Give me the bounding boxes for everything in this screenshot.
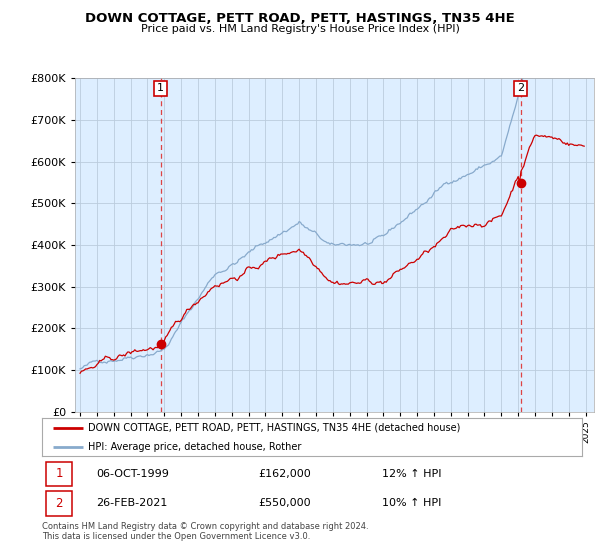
Text: £550,000: £550,000 <box>258 498 311 508</box>
Text: 1: 1 <box>157 83 164 94</box>
Text: 2: 2 <box>56 497 63 510</box>
Text: DOWN COTTAGE, PETT ROAD, PETT, HASTINGS, TN35 4HE (detached house): DOWN COTTAGE, PETT ROAD, PETT, HASTINGS,… <box>88 423 460 433</box>
Text: 12% ↑ HPI: 12% ↑ HPI <box>382 469 442 479</box>
Text: 06-OCT-1999: 06-OCT-1999 <box>96 469 169 479</box>
Text: 26-FEB-2021: 26-FEB-2021 <box>96 498 167 508</box>
Text: Price paid vs. HM Land Registry's House Price Index (HPI): Price paid vs. HM Land Registry's House … <box>140 24 460 34</box>
Text: 1: 1 <box>56 468 63 480</box>
Text: 10% ↑ HPI: 10% ↑ HPI <box>382 498 442 508</box>
Text: 2: 2 <box>517 83 524 94</box>
Bar <box>46 491 72 516</box>
Text: Contains HM Land Registry data © Crown copyright and database right 2024.
This d: Contains HM Land Registry data © Crown c… <box>42 522 368 542</box>
Text: HPI: Average price, detached house, Rother: HPI: Average price, detached house, Roth… <box>88 442 301 452</box>
Text: £162,000: £162,000 <box>258 469 311 479</box>
Text: DOWN COTTAGE, PETT ROAD, PETT, HASTINGS, TN35 4HE: DOWN COTTAGE, PETT ROAD, PETT, HASTINGS,… <box>85 12 515 25</box>
Bar <box>46 461 72 486</box>
